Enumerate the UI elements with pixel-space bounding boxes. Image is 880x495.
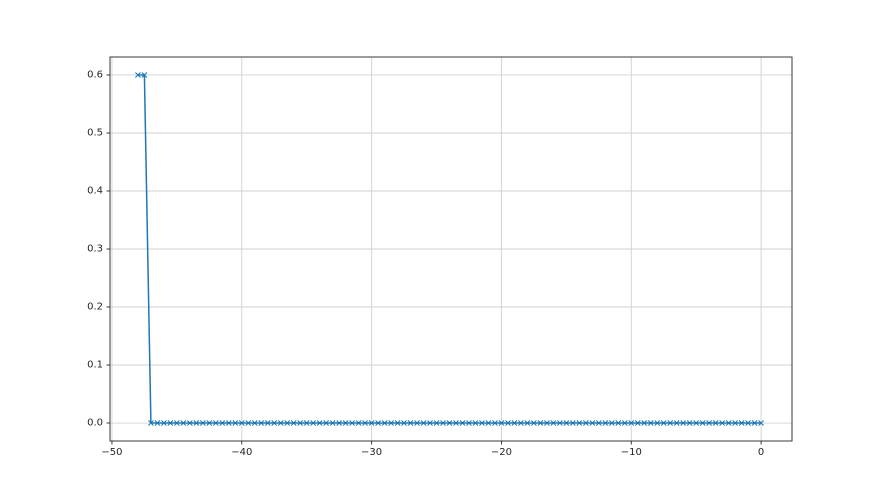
y-tick-label: 0.3 [87,243,103,255]
y-tick-label: 0.6 [87,69,103,81]
y-tick-label: 0.0 [87,417,103,429]
x-tick-label: 0 [757,447,765,458]
x-tick-label: −40 [231,447,253,458]
y-tick-label: 0.5 [87,127,103,139]
x-tick-label: −30 [361,447,383,458]
y-tick-label: 0.1 [87,359,103,371]
y-tick-label: 0.4 [87,185,103,197]
x-tick-label: −50 [101,447,123,458]
x-tick-label: −10 [620,447,642,458]
y-tick-label: 0.2 [87,301,103,313]
x-tick-label: −20 [490,447,512,458]
